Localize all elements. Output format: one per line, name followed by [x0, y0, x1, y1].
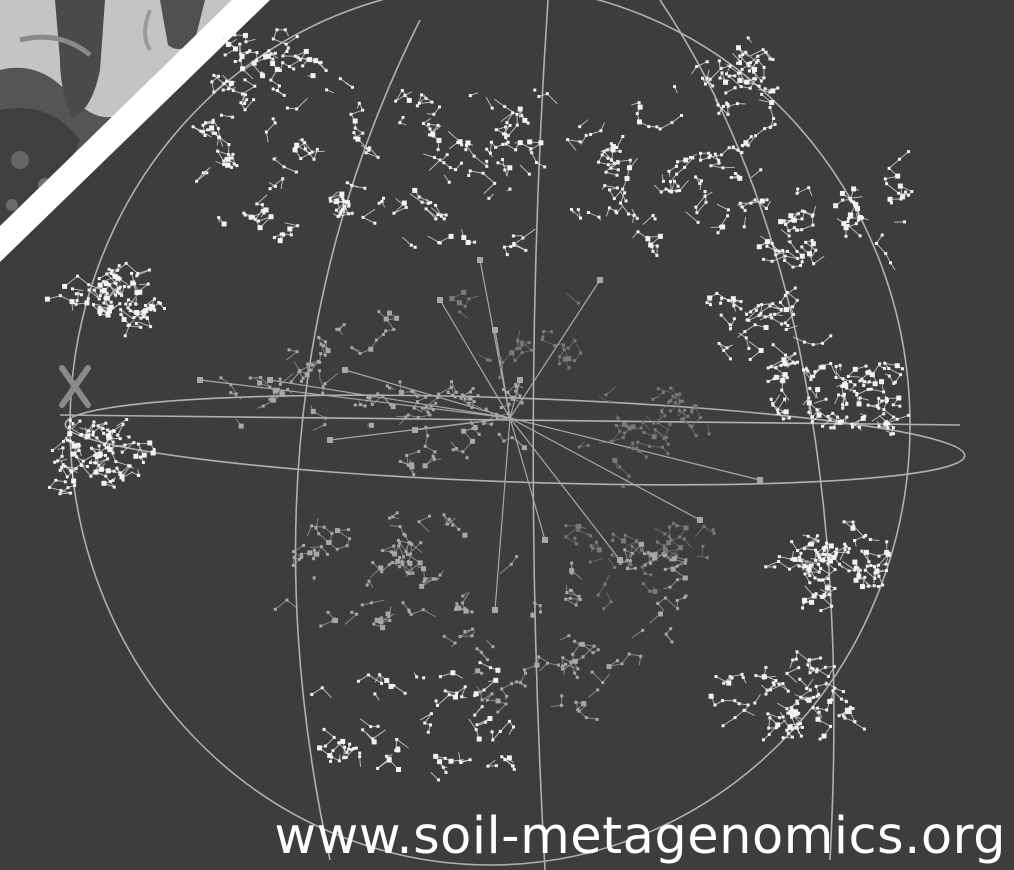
x-marker-icon — [59, 365, 91, 408]
tree-nodes — [44, 28, 914, 782]
url-caption: www.soil-metagenomics.org — [274, 807, 1006, 866]
